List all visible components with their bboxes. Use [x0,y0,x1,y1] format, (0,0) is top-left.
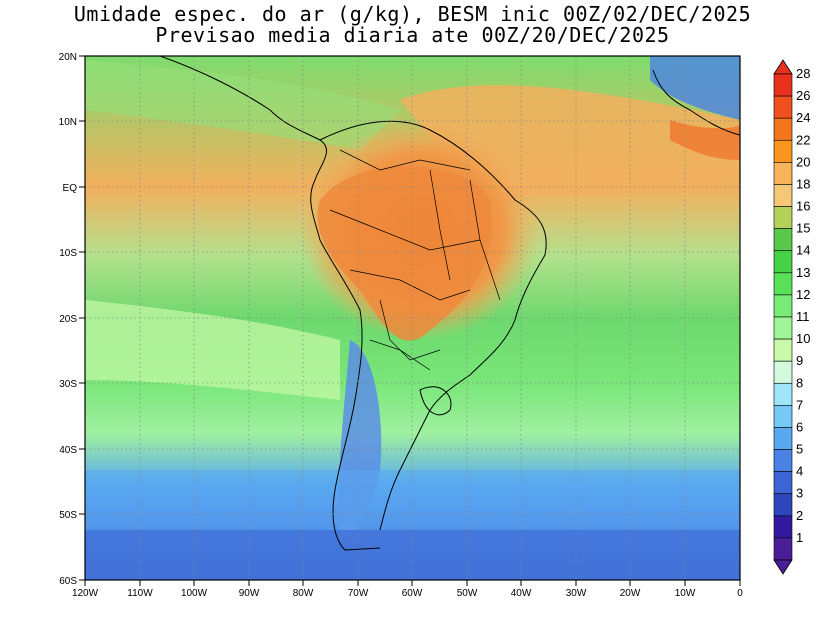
colorbar-label: 9 [796,353,803,368]
east-coastline [319,120,547,531]
colorbar-band [773,117,793,141]
colorbar-label: 6 [796,419,803,434]
colorbar-label: 16 [796,199,810,214]
colorbar-bottom-arrow [773,559,793,575]
lat-label: 10S [59,248,77,259]
colorbar-label: 13 [796,265,810,280]
lon-label: 20W [620,588,641,599]
colorbar-band [773,316,793,340]
lon-label: 0 [737,588,743,599]
colorbar-band [773,294,793,318]
lon-label: 10W [675,588,696,599]
lat-label: 10N [59,117,77,128]
humidity-field [85,56,740,580]
colorbar-band [773,537,793,561]
colorbar-band [773,493,793,517]
lon-label: 100W [181,588,208,599]
sahara-dry-zone [650,56,740,120]
colorbar-band [773,162,793,185]
lat-label: 20N [59,52,77,63]
colorbar-band [773,206,793,229]
colorbar-label: 15 [796,221,810,236]
lon-label: 70W [348,588,369,599]
colorbar-band [773,405,793,428]
colorbar-label: 2 [796,508,803,523]
colorbar-band [773,360,793,384]
lon-label: 50W [457,588,478,599]
far-south-band [85,530,740,580]
colorbar-band [773,73,793,97]
lon-label: 30W [566,588,587,599]
lon-label: 90W [239,588,260,599]
lat-label: 30S [59,379,77,390]
west-africa-moist [670,120,740,160]
lon-label: 110W [127,588,153,599]
lon-label: 40W [511,588,532,599]
lon-label: 120W [72,588,99,599]
colorbar-band [773,95,793,119]
chart-title-line1: Umidade espec. do ar (g/kg), BESM inic 0… [73,2,752,26]
colorbar-band [773,250,793,274]
lat-label: 40S [59,445,77,456]
pacific-dry-tongue [85,300,340,400]
colorbar-band [773,139,793,163]
colorbar-label: 11 [796,309,810,324]
colorbar: 28 26 24 22 20 18 16 15 14 13 12 11 10 9 8 7 6 5 4 3 2 1 [773,59,810,575]
colorbar-band [773,184,793,207]
lon-label: 80W [293,588,314,599]
colorbar-label: 1 [796,530,803,545]
colorbar-label: 14 [796,243,810,258]
lat-label: EQ [63,183,78,194]
colorbar-label: 5 [796,442,803,457]
lat-axis: 20N 10N EQ 10S 20S 30S 40S 50S 60S [59,52,85,587]
colorbar-label: 4 [796,464,803,479]
colorbar-band [773,471,793,495]
rio-de-la-plata [419,386,452,416]
africa-coastline [652,69,740,136]
lon-axis: 120W 110W 100W 90W 80W 70W 60W 50W 40W 3… [72,580,743,599]
colorbar-label: 28 [796,66,810,81]
chart-title-line2: Previsao media diaria ate 00Z/20/DEC/202… [155,23,670,47]
colorbar-band [773,228,793,252]
colorbar-band [773,382,793,406]
west-coastline [159,56,381,551]
colorbar-band [773,427,793,450]
coastlines [159,56,740,551]
lat-label: 50S [59,510,77,521]
colorbar-band [773,338,793,362]
lat-label: 60S [59,576,77,587]
lon-label: 60W [402,588,423,599]
pacific-north-band [85,60,400,150]
colorbar-label: 24 [796,110,810,125]
country-borders [329,149,501,371]
colorbar-label: 7 [796,397,803,412]
colorbar-label: 12 [796,287,810,302]
colorbar-label: 8 [796,375,803,390]
colorbar-label: 18 [796,176,810,191]
colorbar-label: 22 [796,132,810,147]
colorbar-label: 26 [796,88,810,103]
colorbar-label: 3 [796,486,803,501]
colorbar-band [773,515,793,539]
colorbar-band [773,272,793,296]
colorbar-band [773,449,793,472]
colorbar-label: 10 [796,331,810,346]
colorbar-top-arrow [773,59,793,75]
colorbar-label: 20 [796,154,810,169]
lat-label: 20S [59,314,77,325]
gridlines [85,56,740,580]
